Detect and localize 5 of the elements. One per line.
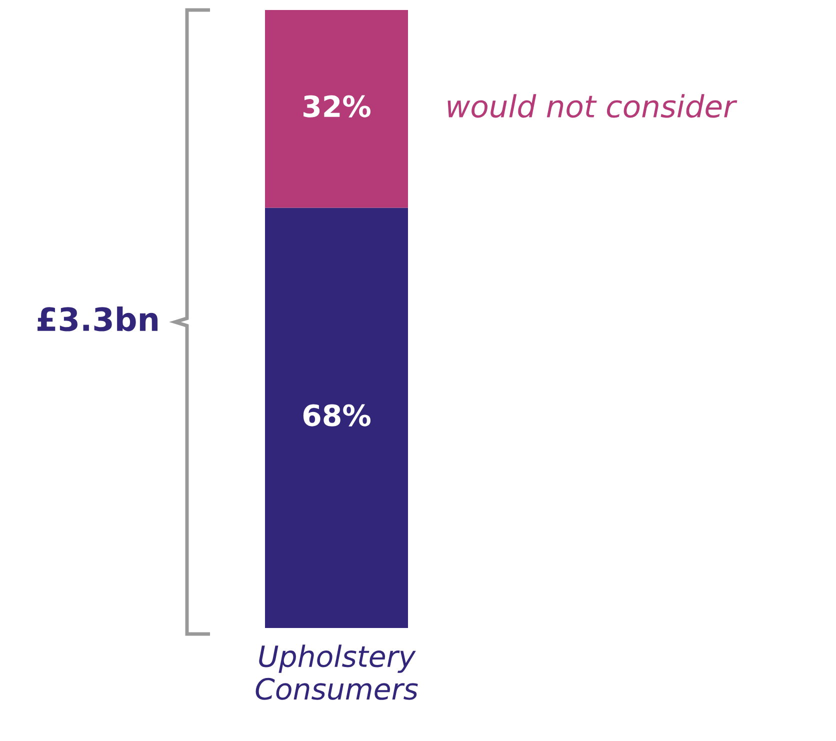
data-label: 32% <box>304 95 370 118</box>
text: £3.3bn <box>38 306 158 332</box>
data-label: 68% <box>303 404 370 426</box>
x-tick-label: Upholstery Consumers <box>256 644 418 700</box>
series-label: would not consider <box>448 94 738 118</box>
